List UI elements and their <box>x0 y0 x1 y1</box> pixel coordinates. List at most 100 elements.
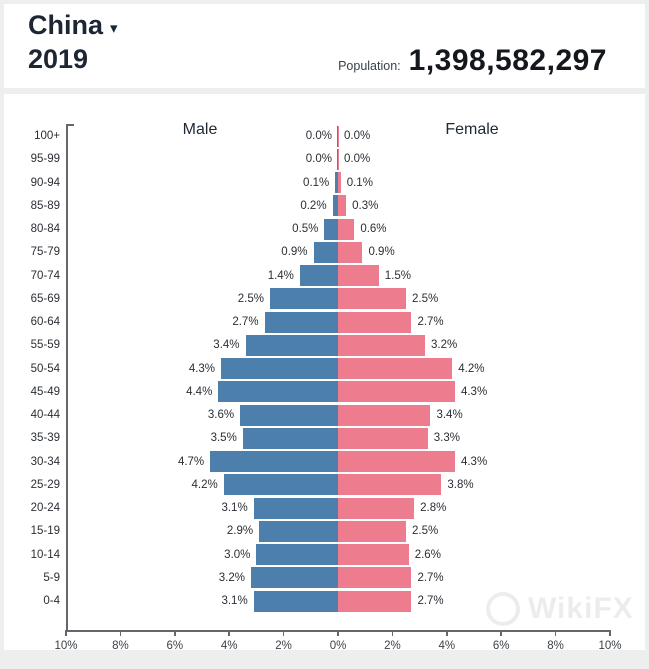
female-value-label: 0.6% <box>360 223 387 235</box>
male-value-label: 2.7% <box>232 316 259 328</box>
age-group-label: 20-24 <box>30 502 60 514</box>
female-bar[interactable] <box>338 148 339 170</box>
female-bar[interactable] <box>338 172 341 193</box>
male-bar[interactable] <box>270 288 338 310</box>
female-bar[interactable] <box>338 125 339 147</box>
age-group-label: 80-84 <box>30 223 60 235</box>
y-axis-line <box>66 124 68 630</box>
female-bar[interactable] <box>338 404 431 426</box>
male-bar[interactable] <box>210 451 338 472</box>
x-axis-tick-label: 6% <box>166 640 184 652</box>
female-value-label: 2.5% <box>412 525 439 538</box>
male-bar[interactable] <box>253 590 338 612</box>
year-label: 2019 <box>28 44 89 74</box>
male-bar[interactable] <box>259 520 338 542</box>
female-value-label: 2.5% <box>412 292 439 305</box>
female-bar[interactable] <box>338 195 347 217</box>
male-bar[interactable] <box>332 195 338 217</box>
x-axis-tick-label: 0% <box>329 640 347 652</box>
age-group-label: 40-44 <box>30 409 60 421</box>
age-group-label: 60-64 <box>30 316 60 328</box>
x-axis-tick <box>228 630 230 636</box>
female-bar[interactable] <box>338 590 412 612</box>
x-axis-tick <box>609 630 611 636</box>
male-bar[interactable] <box>250 567 338 589</box>
x-axis-tick-label: 8% <box>112 640 129 652</box>
x-axis-tick <box>391 630 394 636</box>
male-bar[interactable] <box>264 311 338 333</box>
female-bar[interactable] <box>338 451 455 472</box>
age-group-label: 30-34 <box>30 455 60 468</box>
male-bar[interactable] <box>313 241 338 263</box>
male-value-label: 0.9% <box>281 246 308 259</box>
male-bar[interactable] <box>324 218 338 240</box>
age-group-label: 35-39 <box>30 432 60 445</box>
male-value-label: 3.5% <box>210 432 237 445</box>
male-bar[interactable] <box>245 334 338 356</box>
female-value-label: 0.1% <box>346 176 373 189</box>
male-bar[interactable] <box>221 358 338 379</box>
female-bar[interactable] <box>338 218 355 240</box>
male-series-label: Male <box>182 121 218 138</box>
male-value-label: 3.2% <box>218 571 245 584</box>
x-axis-tick <box>500 630 502 636</box>
male-value-label: 3.0% <box>224 548 251 561</box>
male-bar[interactable] <box>337 148 338 170</box>
age-group-label: 55-59 <box>30 339 60 352</box>
male-bar[interactable] <box>242 427 338 449</box>
male-bar[interactable] <box>299 265 338 286</box>
female-value-label: 2.7% <box>417 571 444 584</box>
female-bar[interactable] <box>338 567 412 589</box>
female-bar[interactable] <box>338 334 426 356</box>
male-value-label: 0.5% <box>292 223 319 235</box>
age-group-label: 70-74 <box>30 269 60 282</box>
female-bar[interactable] <box>338 381 455 403</box>
female-value-label: 2.7% <box>417 595 444 607</box>
female-bar[interactable] <box>338 544 409 565</box>
y-axis-cap <box>66 124 74 126</box>
x-axis-tick-label: 6% <box>492 640 510 652</box>
population-label: Population: <box>338 59 401 73</box>
female-bar[interactable] <box>338 497 415 519</box>
female-bar[interactable] <box>338 288 406 310</box>
x-axis-tick <box>174 630 176 636</box>
age-group-label: 85-89 <box>30 199 60 212</box>
female-series-label: Female <box>445 121 499 138</box>
female-bar[interactable] <box>338 358 453 379</box>
age-group-label: 10-14 <box>30 548 60 561</box>
female-bar[interactable] <box>338 474 442 496</box>
male-bar[interactable] <box>253 497 338 519</box>
x-axis-tick <box>65 630 67 636</box>
male-bar[interactable] <box>337 125 338 147</box>
x-axis-tick-label: 8% <box>547 640 564 652</box>
male-bar[interactable] <box>256 544 338 565</box>
x-axis-tick <box>282 630 285 636</box>
pyramid-plot: 100+ 0.0% 0.0% 95-99 0.0% 0.0% 90-94 0.1% 0.1% 85… <box>4 94 645 652</box>
female-bar[interactable] <box>338 241 363 263</box>
female-value-label: 2.7% <box>417 316 444 328</box>
female-bar[interactable] <box>338 520 406 542</box>
x-axis-tick-label: 10% <box>598 640 622 652</box>
age-group-label: 90-94 <box>30 176 60 189</box>
age-group-label: 50-54 <box>30 362 60 375</box>
x-axis-tick <box>119 630 122 636</box>
female-value-label: 3.2% <box>431 339 458 352</box>
age-group-label: 5-9 <box>43 571 60 584</box>
male-bar[interactable] <box>335 172 338 193</box>
female-value-label: 2.6% <box>414 548 441 561</box>
country-selector[interactable]: China ▾ <box>28 10 118 41</box>
female-value-label: 4.2% <box>458 362 485 375</box>
age-group-label: 65-69 <box>30 292 60 305</box>
male-bar[interactable] <box>223 474 338 496</box>
male-bar[interactable] <box>218 381 338 403</box>
male-bar[interactable] <box>240 404 338 426</box>
chevron-down-icon: ▾ <box>110 19 118 37</box>
male-value-label: 0.0% <box>305 130 332 142</box>
age-group-label: 75-79 <box>30 246 60 259</box>
female-bar[interactable] <box>338 311 412 333</box>
female-value-label: 0.3% <box>352 199 379 212</box>
female-value-label: 4.3% <box>460 455 488 468</box>
female-bar[interactable] <box>338 427 428 449</box>
x-axis-tick-label: 2% <box>384 640 401 652</box>
female-bar[interactable] <box>338 265 379 286</box>
